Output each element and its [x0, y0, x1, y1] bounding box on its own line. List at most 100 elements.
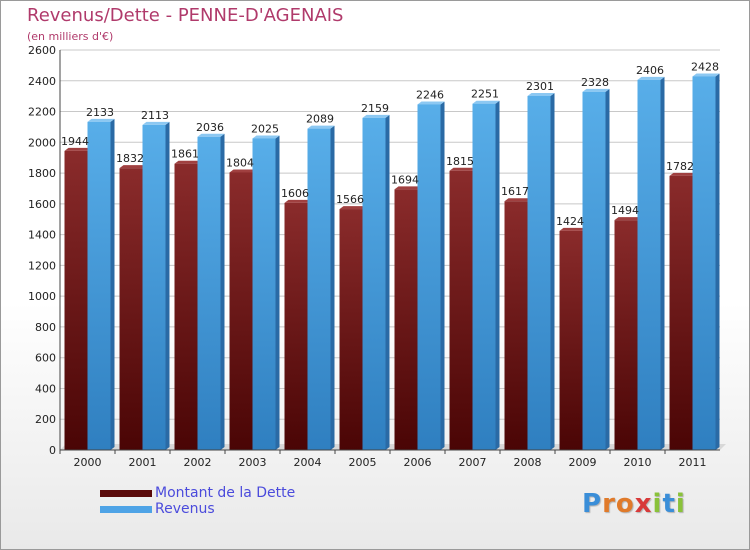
- data-label-revenus: 2328: [581, 76, 609, 89]
- data-label-revenus: 2301: [526, 80, 554, 93]
- logo-letter: t: [662, 489, 676, 519]
- x-tick-label: 2011: [679, 456, 707, 469]
- y-tick-label: 1800: [28, 167, 56, 180]
- bar-revenus-top: [362, 114, 390, 118]
- bar-dette: [119, 165, 147, 450]
- bar-dette-front: [174, 163, 198, 450]
- data-label-revenus: 2406: [636, 64, 664, 77]
- bar-dette-front: [559, 230, 583, 450]
- bar-revenus-front: [692, 76, 716, 450]
- bar-revenus-top: [637, 76, 665, 80]
- y-tick-label: 2000: [28, 136, 56, 149]
- bar-revenus: [692, 73, 720, 450]
- legend-swatch-dette: [100, 490, 152, 497]
- bar-dette-top: [504, 198, 532, 202]
- bar-revenus-front: [252, 138, 276, 450]
- y-tick-label: 400: [35, 382, 56, 395]
- bar-revenus-side: [715, 73, 720, 450]
- y-tick-label: 0: [49, 444, 56, 457]
- bar-revenus-top: [472, 100, 500, 104]
- bar-revenus-side: [110, 118, 115, 450]
- y-tick-label: 600: [35, 352, 56, 365]
- bar-dette-front: [64, 150, 88, 450]
- bar-revenus-top: [87, 118, 115, 122]
- bar-revenus-top: [197, 133, 225, 137]
- data-label-dette: 1815: [446, 155, 474, 168]
- bar-revenus: [307, 125, 335, 450]
- bar-revenus: [472, 100, 500, 450]
- bar-revenus-top: [582, 88, 610, 92]
- logo-letter: r: [602, 489, 616, 519]
- data-label-dette: 1606: [281, 187, 309, 200]
- bar-revenus-top: [307, 125, 335, 129]
- bar-revenus-side: [385, 114, 390, 450]
- bar-revenus: [87, 118, 115, 450]
- data-label-revenus: 2428: [691, 60, 719, 73]
- logo-letter: o: [615, 489, 635, 519]
- bar-revenus-side: [550, 93, 555, 450]
- bar-dette-front: [449, 170, 473, 450]
- data-label-dette: 1494: [611, 204, 639, 217]
- data-label-dette: 1804: [226, 156, 254, 169]
- x-tick-label: 2010: [624, 456, 652, 469]
- bar-revenus: [142, 121, 170, 450]
- bar-dette: [174, 160, 202, 450]
- bar-dette-top: [64, 147, 92, 151]
- data-label-revenus: 2159: [361, 102, 389, 115]
- bar-dette-top: [669, 172, 697, 176]
- bar-dette: [504, 198, 532, 450]
- bar-revenus-front: [362, 117, 386, 450]
- data-label-dette: 1832: [116, 152, 144, 165]
- bar-dette: [669, 172, 697, 450]
- data-label-revenus: 2113: [141, 109, 169, 122]
- data-label-dette: 1782: [666, 160, 694, 173]
- logo-letter: x: [634, 489, 653, 519]
- bar-dette-top: [284, 199, 312, 203]
- y-tick-label: 1600: [28, 198, 56, 211]
- bar-dette: [614, 217, 642, 450]
- bar-revenus-side: [220, 133, 225, 450]
- y-tick-label: 2600: [28, 44, 56, 57]
- data-label-dette: 1944: [61, 135, 89, 148]
- bar-revenus-front: [197, 136, 221, 450]
- data-label-dette: 1566: [336, 193, 364, 206]
- bar-dette-top: [339, 206, 367, 210]
- logo-letter: i: [675, 489, 686, 519]
- bar-revenus-top: [252, 135, 280, 139]
- logo-letter: i: [652, 489, 663, 519]
- proxiti-logo: Proxiti: [582, 489, 686, 519]
- data-label-revenus: 2036: [196, 121, 224, 134]
- data-label-dette: 1424: [556, 215, 584, 228]
- y-tick-label: 2400: [28, 75, 56, 88]
- bar-revenus-top: [527, 93, 555, 96]
- bar-dette-front: [394, 189, 418, 450]
- bar-dette-top: [394, 186, 422, 190]
- x-tick-label: 2003: [239, 456, 267, 469]
- bar-revenus-side: [275, 135, 280, 450]
- bar-revenus-top: [692, 73, 720, 77]
- legend-swatch-revenus: [100, 506, 152, 513]
- bar-revenus-side: [330, 125, 335, 450]
- bar-dette-top: [229, 169, 257, 173]
- bar-dette: [64, 147, 92, 450]
- bar-revenus-front: [307, 128, 331, 450]
- logo-letter: P: [582, 489, 603, 519]
- y-tick-label: 200: [35, 413, 56, 426]
- bar-dette-top: [174, 160, 202, 164]
- data-label-revenus: 2246: [416, 88, 444, 101]
- bar-revenus-side: [605, 88, 610, 450]
- bar-revenus-top: [417, 101, 445, 105]
- x-tick-label: 2005: [349, 456, 377, 469]
- bar-dette-front: [229, 172, 253, 450]
- y-tick-label: 2200: [28, 106, 56, 119]
- data-label-revenus: 2025: [251, 122, 279, 135]
- x-tick-label: 2009: [569, 456, 597, 469]
- data-label-dette: 1617: [501, 185, 529, 198]
- bar-revenus-front: [472, 103, 496, 450]
- bar-revenus-side: [495, 100, 500, 450]
- bar-dette-front: [614, 220, 638, 450]
- bar-revenus: [362, 114, 390, 450]
- bar-revenus: [197, 133, 225, 450]
- bar-revenus-side: [165, 121, 170, 450]
